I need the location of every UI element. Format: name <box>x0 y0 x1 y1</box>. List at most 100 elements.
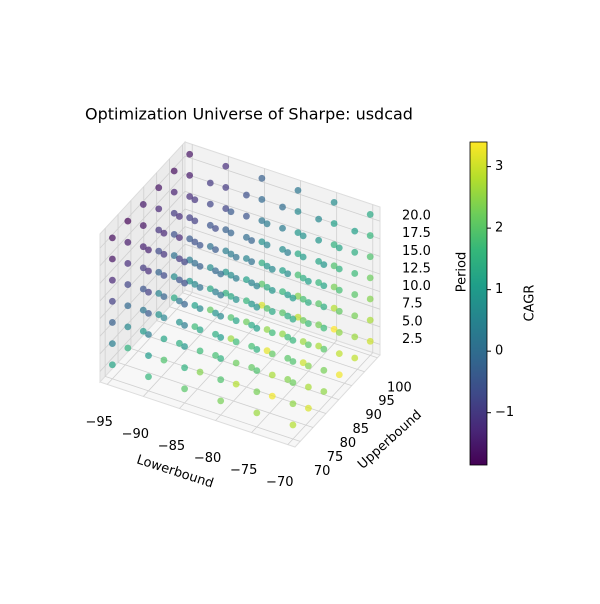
point <box>304 320 312 328</box>
tick-label: −95 <box>86 415 113 430</box>
point <box>268 308 276 315</box>
point <box>243 255 250 262</box>
point <box>108 276 116 284</box>
point <box>206 179 214 187</box>
point <box>212 246 219 254</box>
tick-label: 90 <box>365 408 382 423</box>
point <box>299 359 307 367</box>
point <box>232 359 240 367</box>
point <box>160 293 168 301</box>
point <box>258 259 266 267</box>
point <box>253 303 261 311</box>
point <box>124 238 132 246</box>
point <box>320 366 328 374</box>
point <box>263 304 271 312</box>
point <box>222 184 230 191</box>
point <box>155 226 163 234</box>
tick-label: −70 <box>266 475 293 490</box>
point <box>253 409 261 417</box>
grid-line <box>182 292 378 359</box>
tick-label: −1 <box>495 405 514 420</box>
point <box>335 244 343 252</box>
point <box>124 344 132 352</box>
point <box>335 329 343 336</box>
point <box>299 338 307 345</box>
point <box>299 253 307 261</box>
point <box>227 229 235 237</box>
point <box>186 193 194 200</box>
point <box>212 288 219 296</box>
point <box>268 371 276 379</box>
point <box>299 295 307 303</box>
tick-label: 15.0 <box>402 244 431 259</box>
point <box>145 309 152 317</box>
point <box>315 279 323 286</box>
point <box>279 245 286 253</box>
point <box>206 221 214 229</box>
point <box>217 312 225 320</box>
point <box>330 304 338 312</box>
grid-line <box>215 328 301 421</box>
point <box>263 326 271 333</box>
tick-label: 7.5 <box>402 297 423 312</box>
point <box>170 252 178 259</box>
point <box>253 282 261 290</box>
point <box>299 317 307 324</box>
point <box>145 373 152 381</box>
point <box>284 270 292 278</box>
point <box>258 238 266 246</box>
point <box>289 358 297 365</box>
point <box>217 291 225 299</box>
point <box>170 294 178 302</box>
point <box>145 246 152 254</box>
point <box>243 297 250 305</box>
point <box>181 364 188 372</box>
point <box>335 371 343 379</box>
point <box>222 205 230 212</box>
point <box>294 250 302 258</box>
point <box>155 290 163 297</box>
point <box>248 342 256 350</box>
point <box>191 238 199 246</box>
point <box>304 299 312 306</box>
point <box>279 224 286 232</box>
point <box>284 354 292 362</box>
colorbar <box>469 141 488 466</box>
point <box>191 259 199 267</box>
tick-label: 0 <box>495 344 503 359</box>
point <box>253 367 261 374</box>
point <box>212 225 219 232</box>
grid-line <box>99 208 186 302</box>
point <box>186 235 194 243</box>
point <box>335 307 343 315</box>
point <box>191 217 199 225</box>
point <box>320 261 328 269</box>
point <box>366 211 374 218</box>
point <box>222 247 230 255</box>
point <box>351 227 359 235</box>
point <box>366 253 374 261</box>
point <box>268 392 276 400</box>
tick-label: 1 <box>495 282 503 297</box>
point <box>330 220 338 227</box>
point <box>124 260 132 267</box>
point <box>160 314 168 322</box>
point <box>124 217 132 225</box>
point <box>181 343 188 350</box>
tick-label: 75 <box>327 450 344 465</box>
grid-line <box>251 340 337 433</box>
point <box>253 324 261 332</box>
point <box>253 346 261 353</box>
tick-label: 80 <box>340 436 357 451</box>
point <box>217 397 225 405</box>
point <box>232 275 240 282</box>
point <box>227 335 235 343</box>
point <box>145 267 152 275</box>
point <box>181 321 188 329</box>
point <box>248 300 256 308</box>
point <box>248 321 256 329</box>
point <box>351 248 359 256</box>
tick-label: 3 <box>495 159 503 174</box>
point <box>227 271 235 279</box>
point <box>304 362 312 370</box>
